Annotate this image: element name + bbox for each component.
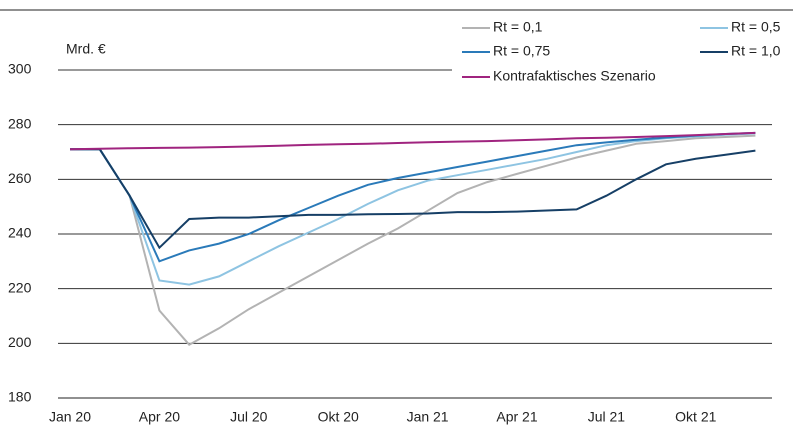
series-line — [70, 131, 756, 263]
series-line — [70, 132, 756, 286]
legend-label: Rt = 0,75 — [493, 43, 550, 59]
y-tick-label: 180 — [8, 389, 32, 405]
x-tick-label: Apr 21 — [496, 409, 537, 425]
unit-label: Mrd. € — [66, 41, 106, 57]
y-tick-label: 260 — [8, 170, 32, 186]
x-tick-label: Jul 21 — [588, 409, 626, 425]
legend-label: Kontrafaktisches Szenario — [493, 68, 656, 84]
legend-label: Rt = 1,0 — [731, 43, 781, 59]
x-tick-label: Okt 20 — [318, 409, 359, 425]
y-tick-label: 240 — [8, 225, 32, 241]
x-tick-label: Jan 21 — [407, 409, 449, 425]
legend-background — [452, 14, 793, 90]
legend-label: Rt = 0,1 — [493, 19, 543, 35]
x-tick-label: Apr 20 — [139, 409, 180, 425]
series-line — [69, 131, 756, 151]
legend: Rt = 0,1 Rt = 0,5 Rt = 0,75 Rt = 1,0 Kontraf… — [452, 14, 793, 90]
y-tick-label: 220 — [8, 279, 32, 295]
y-tick-label: 200 — [8, 334, 32, 350]
y-tick-label: 300 — [8, 61, 32, 77]
y-tick-label: 280 — [8, 115, 32, 131]
legend-label: Rt = 0,5 — [731, 19, 781, 35]
x-tick-label: Jan 20 — [49, 409, 91, 425]
x-tick-label: Jul 20 — [230, 409, 268, 425]
series-line — [70, 148, 756, 250]
series-line — [70, 134, 756, 346]
x-tick-label: Okt 21 — [675, 409, 716, 425]
